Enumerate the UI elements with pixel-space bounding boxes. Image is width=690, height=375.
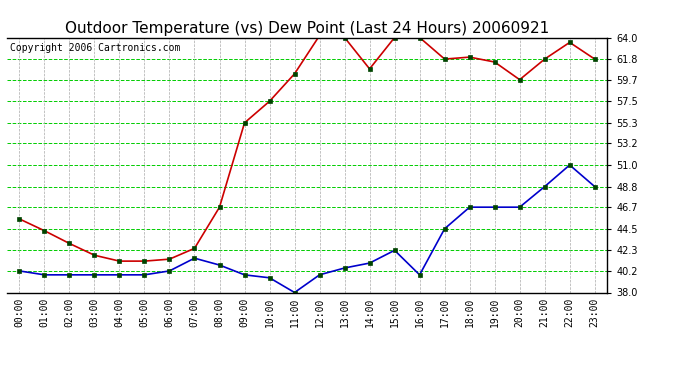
Text: Copyright 2006 Cartronics.com: Copyright 2006 Cartronics.com bbox=[10, 43, 180, 52]
Title: Outdoor Temperature (vs) Dew Point (Last 24 Hours) 20060921: Outdoor Temperature (vs) Dew Point (Last… bbox=[65, 21, 549, 36]
